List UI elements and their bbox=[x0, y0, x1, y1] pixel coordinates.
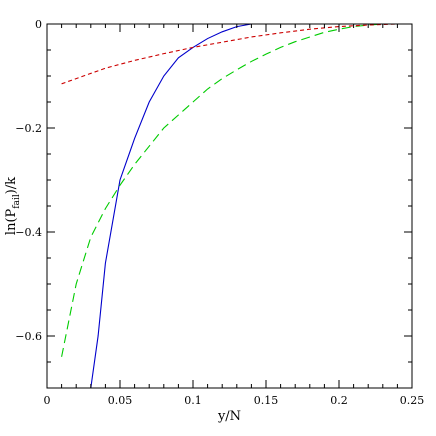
x-tick-label: 0.25 bbox=[400, 394, 425, 407]
series-line-1 bbox=[90, 23, 398, 389]
x-tick-label: 0.05 bbox=[108, 394, 133, 407]
y-axis-title: ln(Pfail)/k bbox=[4, 177, 22, 235]
y-tick-labels: 0 −0.2 −0.4 −0.6 bbox=[15, 18, 42, 343]
x-tick-label: 0 bbox=[44, 394, 51, 407]
plot-frame bbox=[46, 23, 413, 389]
y-tick-label: −0.4 bbox=[15, 226, 42, 239]
y-axis-title-subscript: fail bbox=[12, 194, 22, 209]
y-tick-label: −0.2 bbox=[15, 122, 42, 135]
x-axis-title: y/N bbox=[217, 409, 241, 424]
y-axis-title-tail: )/k bbox=[4, 177, 19, 194]
x-tick-label: 0.1 bbox=[184, 394, 202, 407]
series-line-3 bbox=[61, 23, 398, 85]
y-tick-label: 0 bbox=[35, 18, 42, 31]
x-tick-labels: 0 0.05 0.1 0.15 0.2 0.25 bbox=[44, 394, 425, 407]
x-tick-label: 0.2 bbox=[330, 394, 348, 407]
series-line-2 bbox=[61, 23, 398, 357]
axis-ticks bbox=[46, 23, 413, 388]
y-tick-label: −0.6 bbox=[15, 330, 42, 343]
y-axis-title-main: ln(P bbox=[4, 208, 19, 235]
x-tick-label: 0.15 bbox=[254, 394, 279, 407]
plot-curves bbox=[61, 23, 398, 389]
